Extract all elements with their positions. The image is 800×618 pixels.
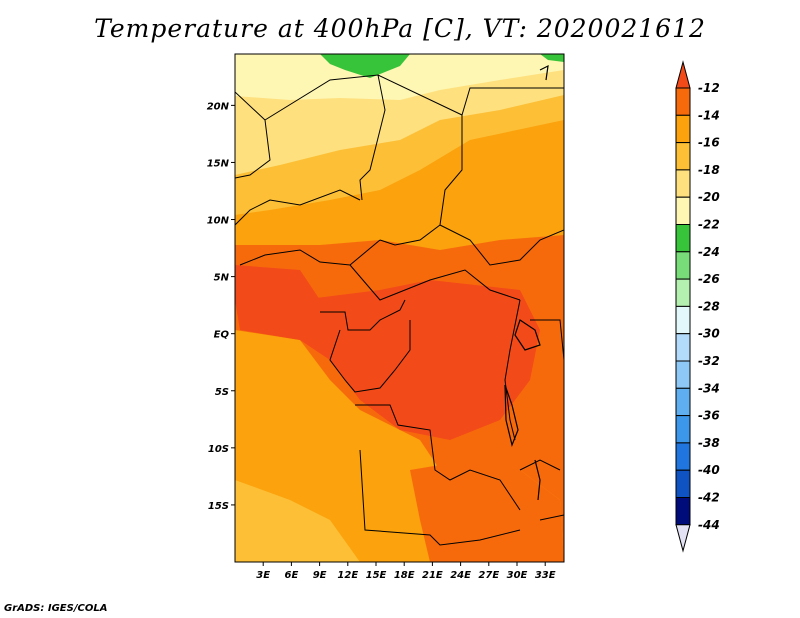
colorbar-swatch bbox=[675, 360, 691, 389]
lake-nasser bbox=[539, 64, 549, 81]
colorbar-swatch bbox=[675, 196, 691, 225]
colorbar-label: -16 bbox=[698, 136, 720, 150]
colorbar-swatch bbox=[675, 415, 691, 444]
lake-tanganyika bbox=[504, 384, 519, 447]
colorbar-label: -38 bbox=[698, 436, 720, 450]
border-sudan-egypt bbox=[461, 87, 564, 116]
border-niger-west bbox=[235, 91, 271, 179]
lake-malawi bbox=[534, 459, 541, 501]
border-mozambique bbox=[539, 514, 564, 521]
colorbar-swatch bbox=[675, 114, 691, 144]
border-uganda-kenya bbox=[530, 319, 564, 361]
lat-label: 20N bbox=[207, 101, 230, 112]
lon-label: 33E bbox=[535, 570, 556, 581]
border-gabon-congo bbox=[320, 299, 406, 331]
latitude-axis: 20N 15N 10N 5N EQ 5S 10S 15S bbox=[207, 101, 235, 512]
lon-label: 27E bbox=[478, 570, 499, 581]
colorbar-swatch bbox=[675, 387, 691, 417]
map-frame bbox=[234, 53, 565, 563]
border-nigeria-north bbox=[235, 189, 361, 226]
lon-label: 6E bbox=[285, 570, 299, 581]
colorbar: -12 -14 -16 -18 -20 -22 -24 -26 -28 -30 -32 -34 -36 -… bbox=[675, 60, 720, 553]
border-east-drc bbox=[504, 299, 521, 441]
border-tanzania bbox=[519, 459, 561, 471]
figure-title: Temperature at 400hPa [C], VT: 202002161… bbox=[94, 14, 706, 43]
temperature-field bbox=[235, 54, 564, 562]
border-car bbox=[349, 264, 521, 301]
lat-label: 5N bbox=[214, 273, 230, 284]
colorbar-label: -28 bbox=[698, 299, 720, 313]
colorbar-bottom-arrow bbox=[675, 524, 691, 553]
border-niger-chad bbox=[264, 74, 386, 201]
colorbar-label: -40 bbox=[698, 463, 720, 477]
colorbar-top-arrow bbox=[675, 60, 691, 89]
colorbar-swatch bbox=[675, 251, 691, 280]
colorbar-swatch bbox=[675, 142, 691, 171]
lat-label: 15S bbox=[208, 501, 229, 512]
field-band-minus12-west bbox=[235, 265, 320, 340]
grads-credit: GrADS: IGES/COLA bbox=[4, 603, 108, 614]
lon-label: 18E bbox=[394, 570, 415, 581]
lon-label: 12E bbox=[337, 570, 358, 581]
colorbar-swatch bbox=[675, 442, 691, 471]
colorbar-label: -30 bbox=[698, 327, 720, 341]
colorbar-label: -36 bbox=[698, 409, 720, 423]
colorbar-swatch bbox=[675, 87, 691, 116]
border-chad-sudan bbox=[377, 74, 463, 246]
colorbar-label: -20 bbox=[698, 190, 720, 204]
colorbar-swatch bbox=[675, 469, 691, 499]
field-band-minus18-southwest bbox=[235, 480, 360, 562]
lon-label: 15E bbox=[366, 570, 387, 581]
colorbar-label: -22 bbox=[698, 218, 720, 232]
lakes bbox=[504, 64, 549, 501]
colorbar-label: -32 bbox=[698, 354, 720, 368]
colorbar-swatch bbox=[675, 169, 691, 198]
field-band-minus24-patch bbox=[320, 54, 410, 78]
lon-label: 24E bbox=[450, 570, 471, 581]
colorbar-swatch bbox=[675, 305, 691, 335]
border-angola-zambia bbox=[359, 449, 521, 546]
lat-label: EQ bbox=[214, 330, 230, 341]
field-band-minus22-north bbox=[235, 54, 564, 100]
longitude-axis: 3E 6E 9E 12E 15E 18E 21E 24E 27E 30E 33E bbox=[256, 562, 556, 581]
colorbar-swatch bbox=[675, 278, 691, 307]
border-nigeria-south bbox=[239, 239, 381, 266]
lon-label: 30E bbox=[507, 570, 528, 581]
colorbar-label: -12 bbox=[698, 81, 720, 95]
colorbar-label: -26 bbox=[698, 272, 720, 286]
lat-label: 15N bbox=[207, 158, 230, 169]
lat-label: 10N bbox=[207, 216, 230, 227]
lat-label: 10S bbox=[208, 444, 229, 455]
colorbar-label: -24 bbox=[698, 245, 720, 259]
colorbar-label: -34 bbox=[698, 381, 720, 395]
colorbar-label: -14 bbox=[698, 108, 720, 122]
colorbar-label: -44 bbox=[698, 518, 720, 532]
border-angola-drc bbox=[355, 404, 521, 511]
country-borders bbox=[235, 74, 564, 546]
colorbar-swatch bbox=[675, 497, 691, 526]
border-congo-drc bbox=[329, 320, 411, 393]
field-band-minus24-patch-east bbox=[540, 54, 564, 62]
field-band-minus14-southeast bbox=[410, 460, 564, 562]
lon-label: 21E bbox=[422, 570, 443, 581]
colorbar-swatch bbox=[675, 224, 691, 253]
lat-label: 5S bbox=[215, 387, 229, 398]
lake-victoria bbox=[514, 319, 541, 351]
lon-label: 9E bbox=[313, 570, 327, 581]
colorbar-label: -42 bbox=[698, 491, 720, 505]
field-band-minus12-central bbox=[300, 280, 540, 440]
colorbar-swatch bbox=[675, 333, 691, 362]
lon-label: 3E bbox=[256, 570, 270, 581]
border-south-sudan bbox=[439, 224, 564, 266]
colorbar-label: -18 bbox=[698, 163, 720, 177]
